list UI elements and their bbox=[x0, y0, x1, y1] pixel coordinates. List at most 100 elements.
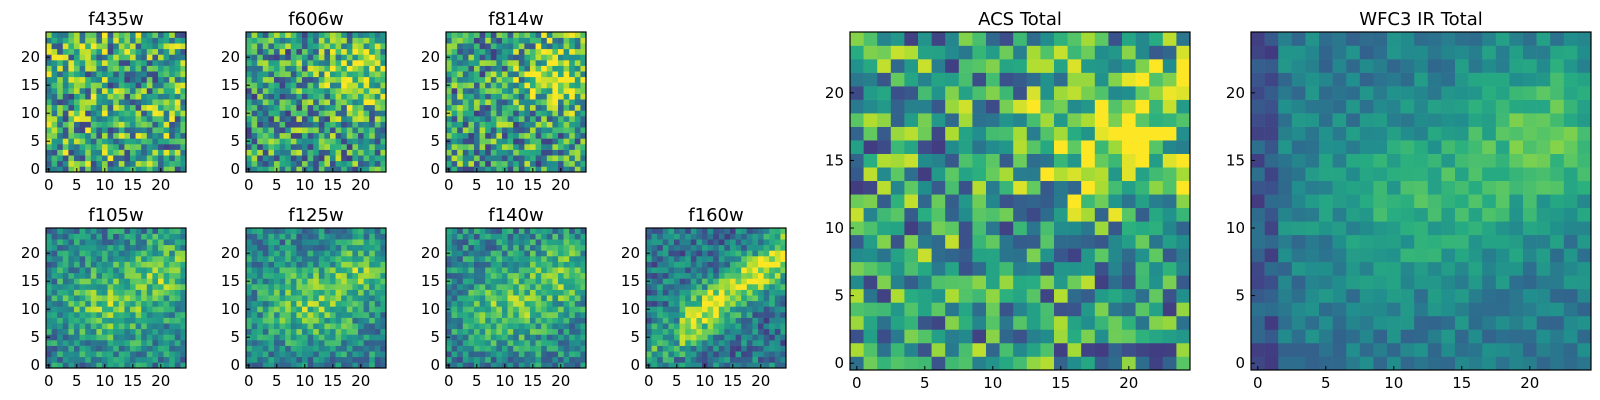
heatmap-cell bbox=[374, 244, 381, 251]
heatmap-cell bbox=[718, 300, 725, 307]
heatmap-cell bbox=[679, 228, 686, 234]
heatmap-cell bbox=[118, 278, 125, 285]
heatmap-cell bbox=[74, 99, 80, 106]
heatmap-cell bbox=[457, 345, 464, 352]
heatmap-cell bbox=[296, 144, 303, 150]
heatmap-cell bbox=[485, 48, 492, 55]
heatmap-cell bbox=[574, 132, 581, 139]
heatmap-cell bbox=[552, 127, 559, 134]
heatmap-cell bbox=[290, 60, 297, 66]
heatmap-cell bbox=[535, 121, 542, 128]
heatmap-cell bbox=[318, 328, 325, 335]
heatmap-cell bbox=[246, 132, 252, 139]
heatmap-cell bbox=[999, 329, 1014, 344]
heatmap-cell bbox=[85, 261, 92, 268]
heatmap-cell bbox=[457, 155, 464, 162]
heatmap-cell bbox=[958, 126, 973, 141]
heatmap-cell bbox=[580, 256, 587, 262]
heatmap-cell bbox=[102, 110, 108, 117]
heatmap-cell bbox=[358, 43, 364, 50]
heatmap-cell bbox=[313, 239, 320, 246]
heatmap-cell bbox=[346, 48, 353, 55]
panel-title: f125w bbox=[288, 205, 343, 226]
x-tick-label: 15 bbox=[323, 176, 342, 194]
heatmap-cell bbox=[169, 99, 176, 106]
heatmap-cell bbox=[380, 155, 387, 162]
heatmap-cell bbox=[330, 116, 336, 122]
heatmap-cell bbox=[358, 37, 364, 44]
heatmap-cell bbox=[118, 127, 125, 134]
heatmap-cell bbox=[999, 180, 1014, 195]
heatmap-cell bbox=[246, 289, 252, 296]
heatmap-cell bbox=[574, 239, 581, 246]
heatmap-cell bbox=[279, 32, 286, 38]
heatmap-cell bbox=[904, 248, 919, 263]
heatmap-cell bbox=[524, 104, 531, 111]
heatmap-cell bbox=[130, 351, 136, 358]
heatmap-cell bbox=[446, 121, 452, 128]
heatmap-cell bbox=[358, 144, 364, 150]
heatmap-cell bbox=[541, 93, 548, 100]
heatmap-cell bbox=[502, 37, 508, 44]
heatmap-cell bbox=[318, 256, 325, 262]
heatmap-cell bbox=[257, 65, 264, 72]
heatmap-cell bbox=[485, 65, 492, 72]
x-tick-label: 10 bbox=[495, 372, 514, 390]
heatmap-cell bbox=[1013, 194, 1028, 209]
heatmap-cell bbox=[146, 233, 153, 240]
heatmap-cell bbox=[380, 88, 387, 94]
heatmap-cell bbox=[96, 127, 103, 134]
heatmap-cell bbox=[524, 228, 531, 234]
heatmap-cell bbox=[118, 76, 125, 83]
heatmap-cell bbox=[707, 267, 714, 274]
heatmap-cell bbox=[462, 82, 469, 89]
heatmap-cell bbox=[107, 356, 114, 363]
heatmap-cell bbox=[262, 76, 269, 83]
heatmap-cell bbox=[457, 110, 464, 117]
heatmap-cell bbox=[741, 351, 748, 358]
heatmap-cell bbox=[257, 233, 264, 240]
heatmap-cell bbox=[986, 153, 1000, 168]
heatmap-cell bbox=[496, 149, 503, 156]
heatmap-cell bbox=[341, 261, 348, 268]
heatmap-cell bbox=[51, 239, 58, 246]
heatmap-cell bbox=[1026, 275, 1041, 290]
heatmap-cell bbox=[302, 54, 308, 61]
heatmap-cell bbox=[174, 116, 181, 122]
heatmap-cell bbox=[535, 233, 542, 240]
heatmap-cell bbox=[251, 166, 258, 173]
heatmap-cell bbox=[462, 306, 469, 313]
heatmap-cell bbox=[535, 284, 542, 290]
heatmap-cell bbox=[380, 362, 387, 369]
heatmap-cell bbox=[752, 362, 759, 369]
heatmap-cell bbox=[877, 329, 892, 344]
heatmap-cell bbox=[1162, 167, 1177, 182]
heatmap-cell bbox=[574, 267, 581, 274]
heatmap-cell bbox=[62, 334, 69, 341]
heatmap-cell bbox=[346, 132, 353, 139]
heatmap-cell bbox=[546, 65, 553, 72]
heatmap-cell bbox=[57, 32, 64, 38]
heatmap-cell bbox=[746, 356, 753, 363]
heatmap-cell bbox=[735, 256, 742, 262]
heatmap-cell bbox=[474, 138, 480, 145]
heatmap-cell bbox=[958, 329, 973, 344]
heatmap-cell bbox=[96, 256, 103, 262]
heatmap-cell bbox=[552, 121, 559, 128]
heatmap-cell bbox=[68, 166, 75, 173]
heatmap-cell bbox=[313, 300, 320, 307]
heatmap-cell bbox=[62, 233, 69, 240]
heatmap-cell bbox=[51, 323, 58, 330]
heatmap-cell bbox=[274, 267, 280, 274]
heatmap-cell bbox=[374, 60, 381, 66]
heatmap-cell bbox=[972, 275, 987, 290]
heatmap-cell bbox=[1054, 180, 1068, 195]
heatmap-cell bbox=[62, 328, 69, 335]
heatmap-cell bbox=[90, 76, 97, 83]
heatmap-cell bbox=[380, 149, 387, 156]
heatmap-cell bbox=[1122, 167, 1136, 182]
heatmap-cell bbox=[457, 132, 464, 139]
heatmap-cell bbox=[330, 295, 336, 302]
heatmap-cell bbox=[462, 60, 469, 66]
heatmap-cell bbox=[918, 167, 932, 182]
